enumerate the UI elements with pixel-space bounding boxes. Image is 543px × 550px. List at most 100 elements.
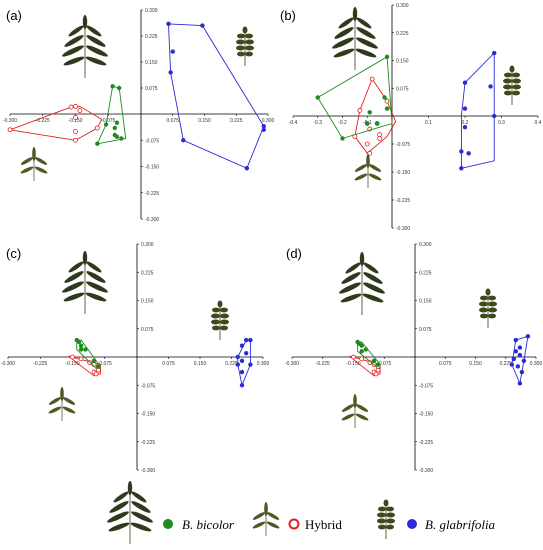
x-tick-label: -0.075 <box>377 361 391 367</box>
legend-label-glabrifolia: B. glabrifolia <box>425 517 496 532</box>
x-tick-label: 0.1 <box>425 120 432 126</box>
point-glabrifolia <box>509 362 514 367</box>
x-tick-label: 0.300 <box>530 361 543 367</box>
point-glabrifolia <box>525 334 531 339</box>
x-tick-label: 0.225 <box>230 118 243 124</box>
point-glabrifolia <box>239 383 245 388</box>
y-tick-label: 0.225 <box>419 270 432 276</box>
point-hybrid <box>367 150 373 156</box>
y-tick-label: 0.300 <box>396 3 409 9</box>
trifoliate-leaf-icon <box>340 393 370 429</box>
point-glabrifolia <box>517 352 523 358</box>
point-bicolor <box>119 136 124 141</box>
y-tick-label: -0.225 <box>419 440 433 446</box>
point-bicolor <box>76 339 82 345</box>
x-tick-label: -0.150 <box>65 361 79 367</box>
point-glabrifolia <box>261 124 266 129</box>
point-hybrid <box>357 108 363 113</box>
y-tick-label: 0.225 <box>396 31 409 37</box>
y-tick-label: -0.225 <box>145 191 159 197</box>
point-hybrid <box>94 125 100 131</box>
point-glabrifolia <box>462 106 468 111</box>
point-glabrifolia <box>459 166 464 171</box>
point-bicolor <box>114 120 120 125</box>
hull-bicolor <box>317 56 393 139</box>
point-bicolor <box>375 362 381 367</box>
point-bicolor <box>365 121 370 126</box>
point-bicolor <box>91 358 97 363</box>
point-glabrifolia <box>166 21 171 27</box>
point-bicolor <box>384 54 390 59</box>
long-leaflet-leaf-icon <box>337 251 387 316</box>
y-tick-label: -0.300 <box>141 468 155 474</box>
point-glabrifolia <box>248 337 253 343</box>
point-bicolor <box>96 364 101 369</box>
y-tick-label: 0.150 <box>145 60 158 66</box>
long-leaflet-leaf-icon <box>60 14 110 79</box>
point-hybrid <box>375 367 381 373</box>
y-tick-label: 0.150 <box>141 299 154 305</box>
x-tick-label: 0.075 <box>166 118 179 124</box>
y-tick-label: -0.150 <box>419 412 433 418</box>
point-bicolor <box>367 110 372 115</box>
point-glabrifolia <box>519 369 525 375</box>
hull-glabrifolia <box>460 52 495 169</box>
point-bicolor <box>315 95 320 100</box>
y-tick-label: 0.075 <box>141 327 154 333</box>
point-hybrid <box>359 356 365 362</box>
point-hybrid <box>377 135 383 141</box>
point-bicolor <box>384 106 390 111</box>
point-glabrifolia <box>181 138 186 143</box>
point-glabrifolia <box>517 345 523 350</box>
round-leaflet-leaf-icon <box>376 499 396 540</box>
scatter-panel: (a) -0.300 -0.225 -0.150 -0.075 0.075 0.150 0.2… <box>3 8 275 223</box>
long-leaflet-leaf-icon <box>105 480 155 545</box>
round-leaflet-leaf-icon <box>502 65 522 106</box>
point-glabrifolia <box>488 84 493 89</box>
x-tick-label: -0.300 <box>1 361 15 367</box>
long-leaflet-leaf-icon <box>60 250 110 315</box>
point-bicolor <box>359 343 364 348</box>
point-hybrid <box>68 104 74 110</box>
point-glabrifolia <box>261 127 266 132</box>
point-glabrifolia <box>513 337 519 343</box>
panel-label: (c) <box>6 246 21 261</box>
point-hybrid <box>351 354 356 360</box>
point-glabrifolia <box>235 354 240 360</box>
y-tick-label: 0.150 <box>396 59 409 65</box>
y-tick-label: -0.150 <box>145 165 159 171</box>
point-hybrid <box>373 371 379 377</box>
y-tick-label: -0.300 <box>145 217 159 223</box>
x-tick-label: 0.075 <box>439 361 452 367</box>
point-bicolor <box>110 84 115 89</box>
point-bicolor <box>340 136 345 141</box>
point-glabrifolia <box>492 113 497 119</box>
hull-bicolor <box>96 85 127 145</box>
point-bicolor <box>78 347 84 352</box>
x-tick-label: -0.150 <box>68 118 82 124</box>
point-bicolor <box>116 85 122 91</box>
y-tick-label: -0.150 <box>396 170 410 176</box>
point-bicolor <box>371 358 377 363</box>
x-tick-label: -0.300 <box>3 118 17 124</box>
point-glabrifolia <box>170 49 175 54</box>
point-glabrifolia <box>239 343 245 348</box>
point-glabrifolia <box>168 70 173 75</box>
point-hybrid <box>73 115 78 120</box>
point-hybrid <box>78 356 84 362</box>
point-glabrifolia <box>239 358 245 363</box>
trifoliate-leaf-icon <box>251 501 281 537</box>
point-bicolor <box>359 349 364 354</box>
point-glabrifolia <box>511 356 517 362</box>
point-glabrifolia <box>515 364 521 369</box>
point-bicolor <box>95 141 100 146</box>
y-tick-label: -0.075 <box>145 138 159 144</box>
y-tick-label: -0.075 <box>419 383 433 389</box>
point-glabrifolia <box>517 381 523 386</box>
round-leaflet-leaf-icon <box>478 288 498 329</box>
point-glabrifolia <box>248 362 253 367</box>
y-tick-label: -0.300 <box>419 468 433 474</box>
point-hybrid <box>73 137 78 143</box>
point-glabrifolia <box>244 166 250 171</box>
hull-hybrid <box>354 78 397 154</box>
